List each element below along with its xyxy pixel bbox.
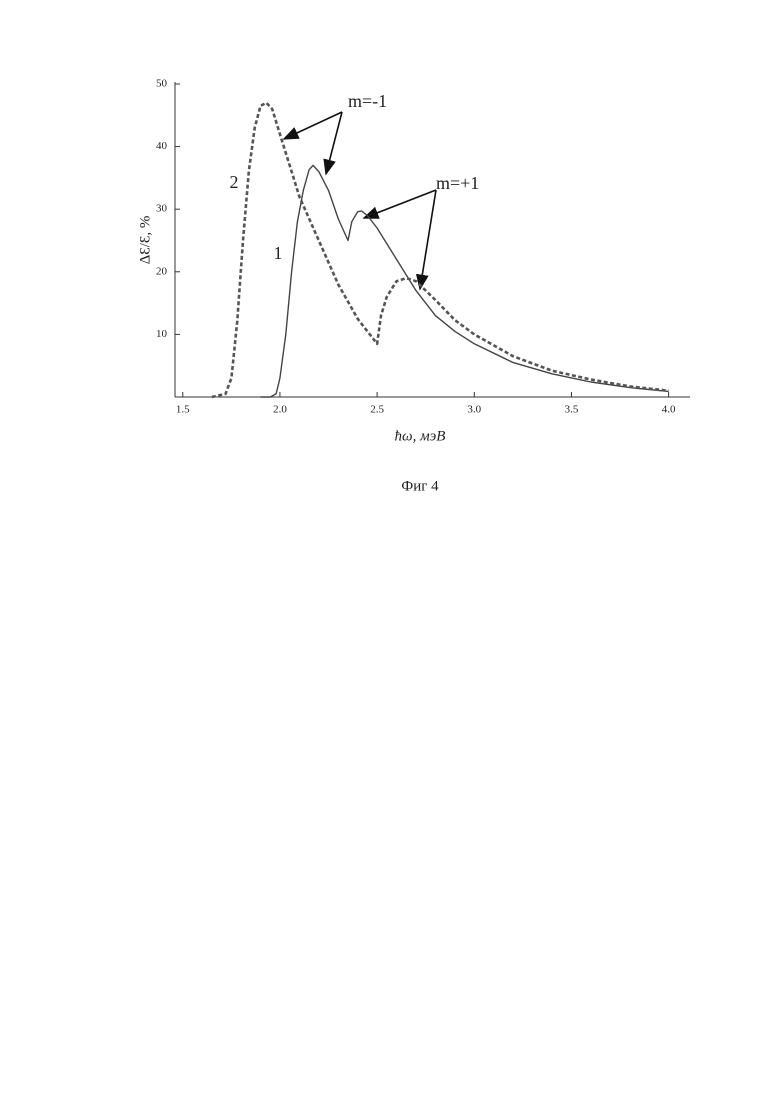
x-tick-label: 4.0 — [662, 404, 676, 416]
y-tick-label: 20 — [156, 265, 168, 277]
arrow — [364, 190, 436, 218]
curve-label: 1 — [274, 243, 283, 263]
x-tick-label: 3.5 — [565, 404, 579, 416]
arrows — [284, 112, 436, 289]
y-axis-label: ΔƐ/Ɛ, % — [137, 216, 153, 265]
line-series — [261, 165, 669, 397]
x-tick-label: 1.5 — [176, 404, 190, 416]
x-axis-label: ħω, мэВ — [395, 428, 446, 444]
annotation: m=+1 — [436, 173, 479, 193]
y-tick-label: 30 — [156, 203, 168, 215]
page: m=-1 m=+1 1 2 ħω, мэВ ΔƐ/Ɛ, % Фиг 4 1.5 2… — [0, 0, 780, 1103]
annotation: m=-1 — [348, 91, 387, 111]
curve-label: 2 — [230, 172, 239, 192]
x-tick-label: 3.0 — [467, 404, 481, 416]
y-tick-label: 10 — [156, 328, 168, 340]
y-tick-label: 50 — [156, 78, 168, 90]
x-tick-label: 2.5 — [370, 404, 384, 416]
arrow — [284, 112, 342, 139]
y-tick-label: 40 — [156, 140, 168, 152]
x-tick-label: 2.0 — [273, 404, 287, 416]
caption: Фиг 4 — [401, 478, 439, 494]
arrow — [326, 112, 342, 174]
arrow — [420, 190, 436, 289]
